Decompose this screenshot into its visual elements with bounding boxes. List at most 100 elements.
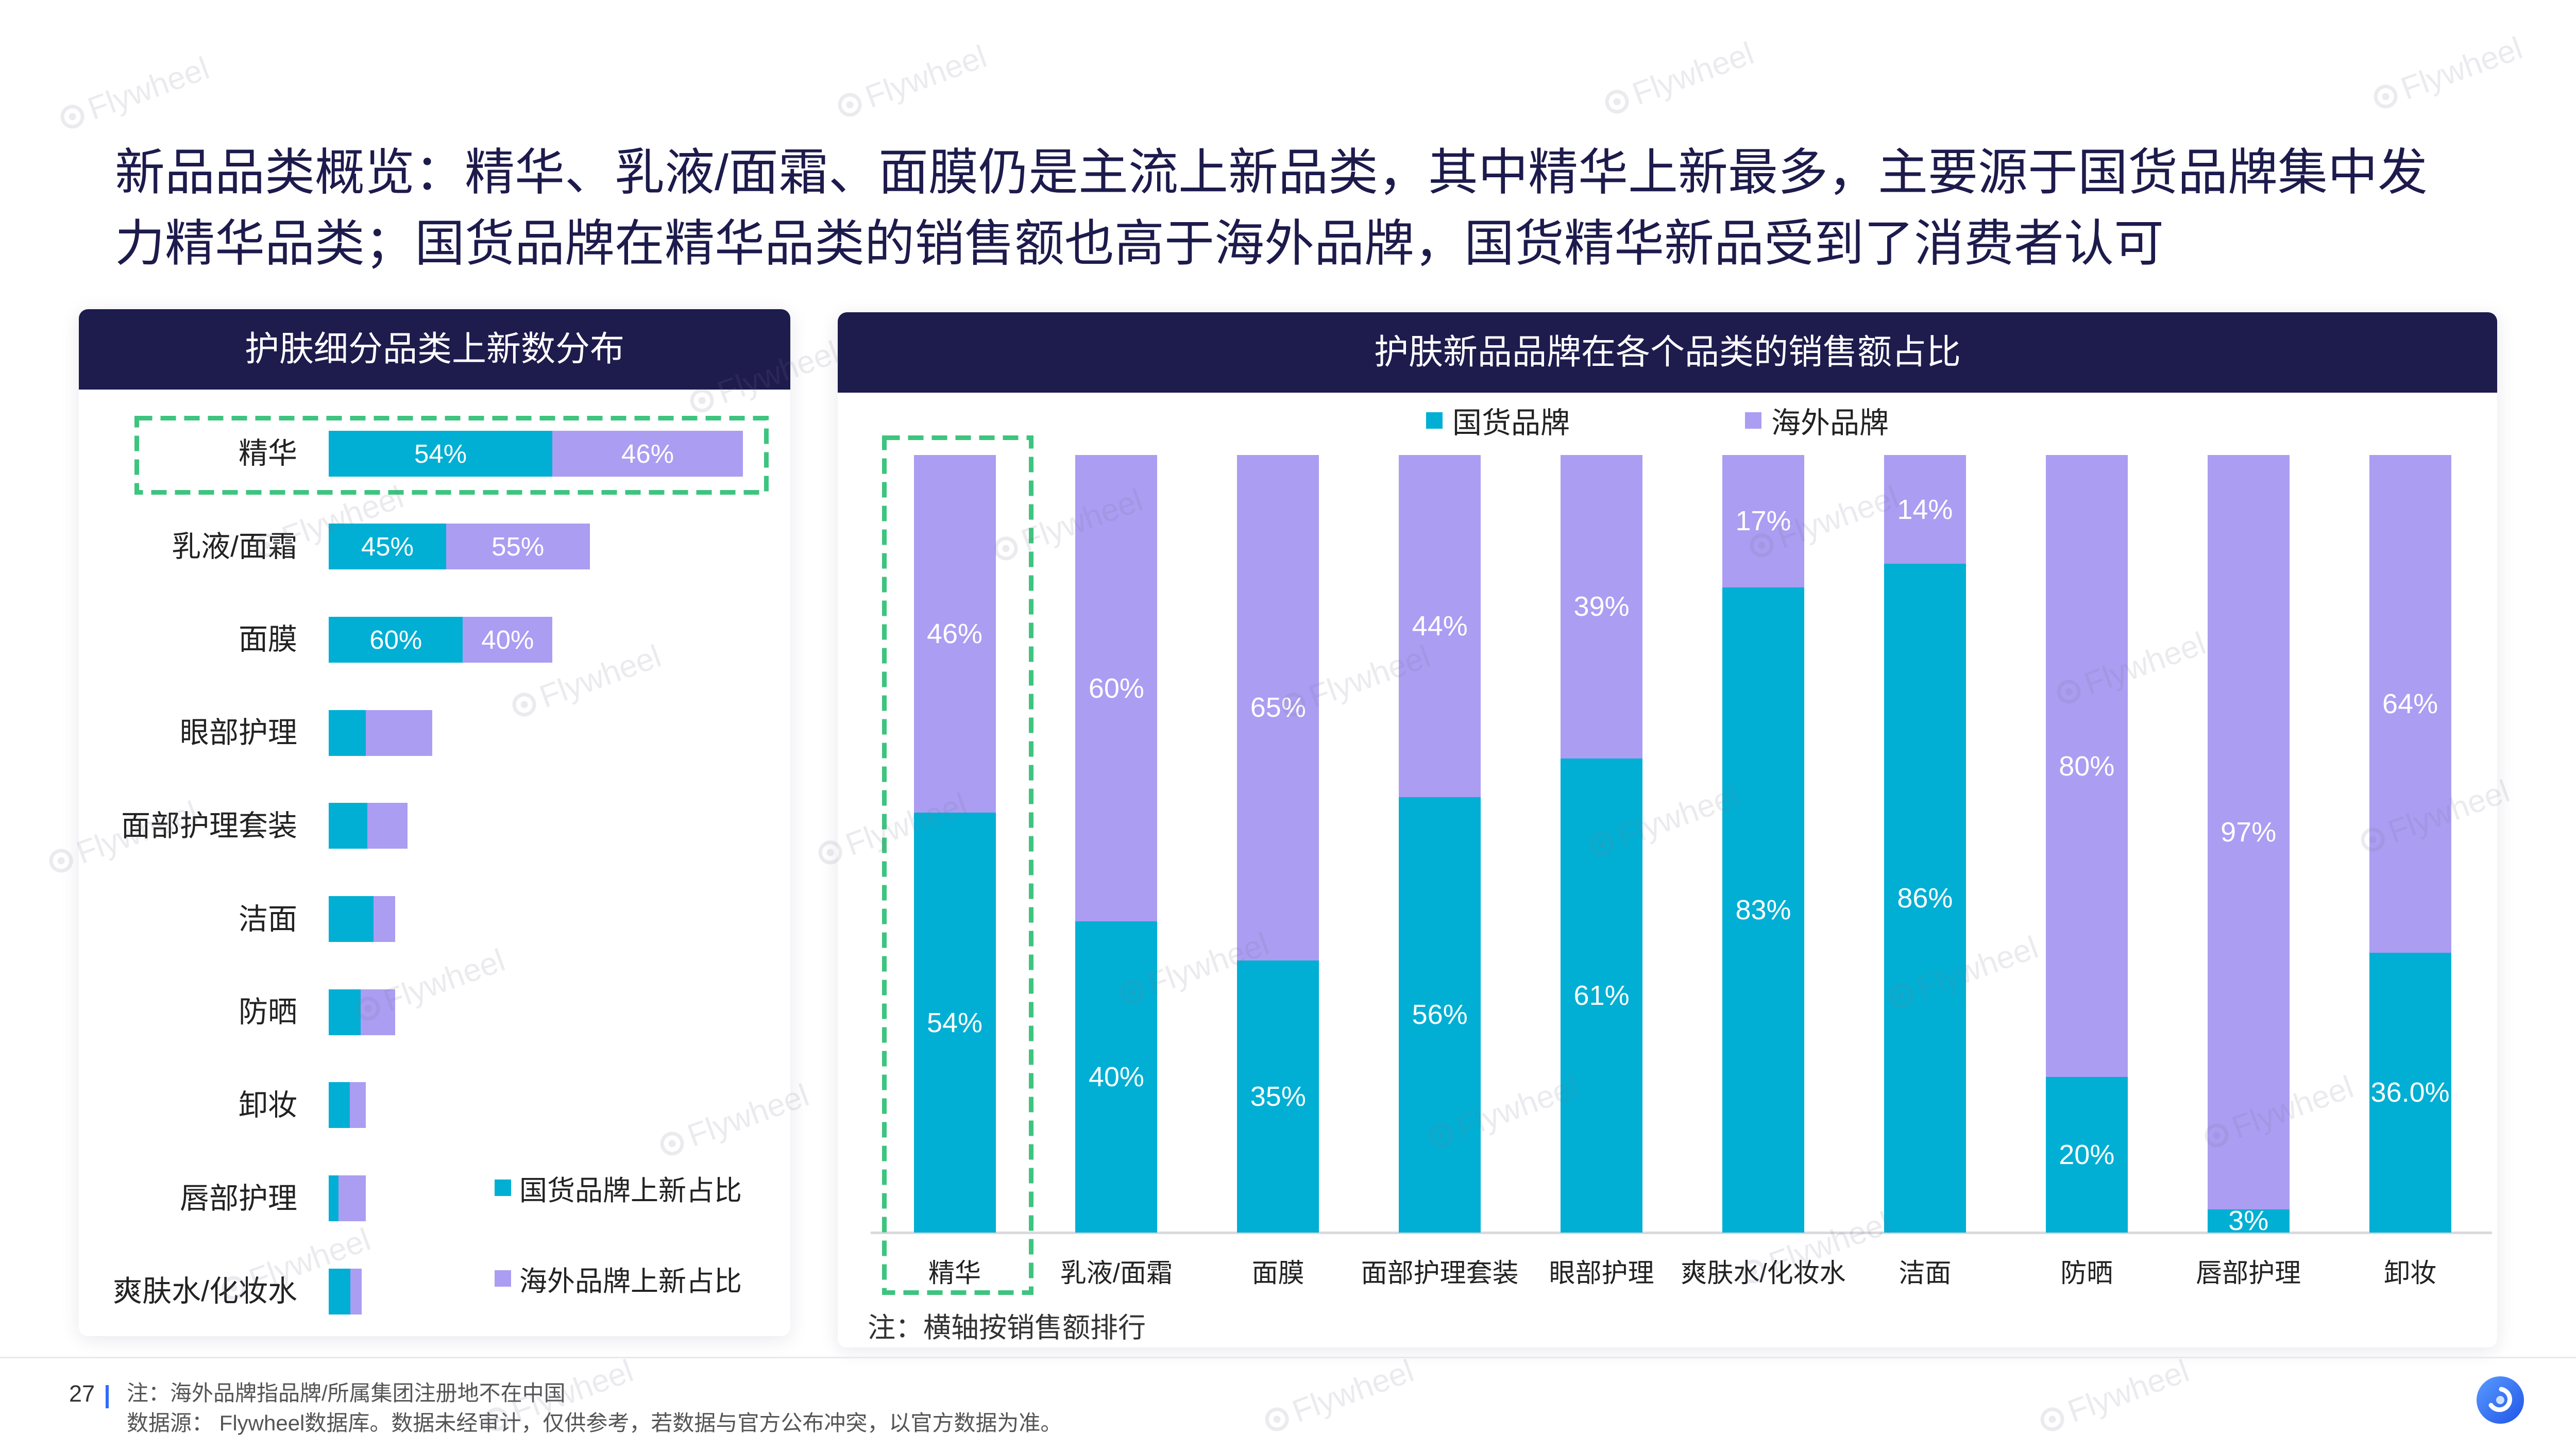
page-title-line: 力精华品类；国货品牌在精华品类的销售额也高于海外品牌，国货精华新品受到了消费者认… [115,215,2164,272]
category-label: 洁面 [239,902,297,936]
bar-overseas-6 [374,896,395,942]
bar-overseas-9 [338,1175,366,1222]
column-value-label: 44% [1412,610,1468,642]
category-label: 爽肤水/化妆水 [113,1275,297,1308]
chart-note: 注：横轴按销售额排行 [868,1312,1146,1343]
bar-overseas-1 [552,430,743,477]
category-label: 爽肤水/化妆水 [1681,1258,1846,1288]
watermark: Flywheel [55,50,214,138]
column-value-label: 86% [1897,883,1953,914]
column-value-label: 60% [1088,672,1144,704]
column-value-label: 3% [2228,1205,2269,1237]
bar-overseas-8 [350,1082,366,1128]
bar-domestic-6 [329,896,374,942]
flywheel-watermark-icon [2037,1404,2067,1435]
legend-swatch-domestic [1426,412,1443,429]
column-value-label: 39% [1573,591,1630,622]
watermark: Flywheel [2035,1353,2194,1440]
watermark-text: Flywheel [2396,30,2528,107]
legend-label: 国货品牌上新占比 [519,1175,742,1206]
category-label: 面部护理套装 [1361,1258,1519,1288]
column-value-label: 54% [926,1007,983,1038]
column-value-label: 14% [1897,494,1953,525]
column-domestic-5 [1561,758,1643,1233]
flywheel-watermark-icon [834,89,865,120]
flywheel-watermark-icon [57,101,88,132]
column-overseas-1 [913,455,996,813]
category-label: 精华 [928,1258,981,1288]
legend-overseas: 海外品牌 [1745,402,1889,440]
bar-value-label: 40% [481,625,534,654]
bar-domestic-4 [329,710,366,756]
column-overseas-4 [1399,455,1481,797]
watermark-text: Flywheel [1628,35,1758,112]
column-domestic-4 [1399,797,1481,1233]
watermark: Flywheel [1260,1353,1419,1440]
column-value-label: 64% [2382,688,2438,719]
bar-domestic-7 [329,989,361,1035]
column-domestic-1 [913,813,996,1233]
column-value-label: 20% [2059,1139,2115,1171]
page-number-accent-bar [106,1385,109,1408]
category-label: 乳液/面霜 [1060,1258,1173,1288]
legend-swatch-domestic [495,1180,511,1196]
bar-value-label: 60% [369,625,422,654]
footnote: 注：海外品牌指品牌/所属集团注册地不在中国 [127,1381,566,1405]
column-value-label: 97% [2221,816,2277,848]
page-number: 27 [69,1380,95,1407]
legend-swatch-overseas [1745,412,1761,429]
column-value-label: 36.0% [2370,1077,2450,1108]
page-title-line: 新品品类概览：精华、乳液/面霜、面膜仍是主流上新品类，其中精华上新最多，主要源于… [115,144,2428,200]
watermark: Flywheel [2368,30,2528,117]
category-label: 面部护理套装 [121,809,297,843]
category-label: 防晒 [2060,1258,2113,1288]
column-value-label: 80% [2059,750,2115,782]
column-value-label: 17% [1735,506,1791,537]
watermark: Flywheel [832,38,991,126]
right-chart-title: 护肤新品品牌在各个品类的销售额占比 [838,312,2497,393]
bar-domestic-8 [329,1082,350,1128]
column-overseas-8 [2045,455,2128,1077]
column-overseas-2 [1075,455,1158,922]
column-value-label: 40% [1088,1062,1144,1093]
watermark-text: Flywheel [2063,1353,2194,1430]
x-axis-baseline [871,1232,2492,1234]
right-chart-panel: 护肤新品品牌在各个品类的销售额占比 国货品牌 海外品牌 精华 乳液/面霜 面膜 面部护… [838,312,2497,1347]
column-overseas-6 [1722,455,1804,587]
highlight-dashed-box [134,416,769,495]
column-overseas-7 [1884,455,1966,564]
legend-domestic: 国货品牌 [1426,402,1570,440]
watermark-text: Flywheel [1287,1353,1418,1430]
column-domestic-7 [1884,564,1966,1233]
flywheel-logo-icon [2476,1375,2525,1425]
category-label: 防晒 [239,996,297,1029]
legend-swatch-overseas [495,1270,511,1287]
category-label: 乳液/面霜 [172,530,297,563]
highlight-dashed-box [882,435,1033,1295]
column-value-label: 83% [1735,894,1791,925]
column-value-label: 35% [1250,1081,1306,1112]
bar-domestic-5 [329,803,367,849]
column-value-label: 65% [1250,692,1306,723]
bar-value-label: 45% [361,532,414,562]
column-value-label: 61% [1573,980,1630,1011]
bar-domestic-2 [329,524,446,570]
column-domestic-9 [2207,1209,2290,1233]
category-label: 面膜 [239,623,297,656]
column-overseas-10 [2369,455,2451,953]
category-label: 唇部护理 [2196,1258,2301,1288]
category-label: 唇部护理 [180,1182,297,1215]
left-chart: 精华 乳液/面霜 面膜 眼部护理 面部护理套装 洁面 防晒 卸妆 唇部护理 爽肤水/化妆水 54% 4… [79,309,790,1336]
bar-overseas-4 [366,710,432,756]
flywheel-watermark-icon [46,845,77,876]
category-label: 洁面 [1899,1258,1952,1288]
data-source-note: 数据源： Flywheel数据库。数据未经审计，仅供参考，若数据与官方公布冲突，… [127,1411,1062,1435]
category-label: 眼部护理 [180,716,297,750]
category-label: 卸妆 [239,1088,297,1122]
legend-label: 国货品牌 [1452,407,1570,440]
column-domestic-10 [2369,952,2451,1233]
left-chart-panel: 护肤细分品类上新数分布 精华 乳液/面霜 面膜 眼部护理 面部护理套装 洁面 防晒 卸妆 唇部护… [79,309,790,1336]
legend-domestic: 国货品牌上新占比 [495,1170,742,1206]
category-label: 眼部护理 [1549,1258,1654,1288]
